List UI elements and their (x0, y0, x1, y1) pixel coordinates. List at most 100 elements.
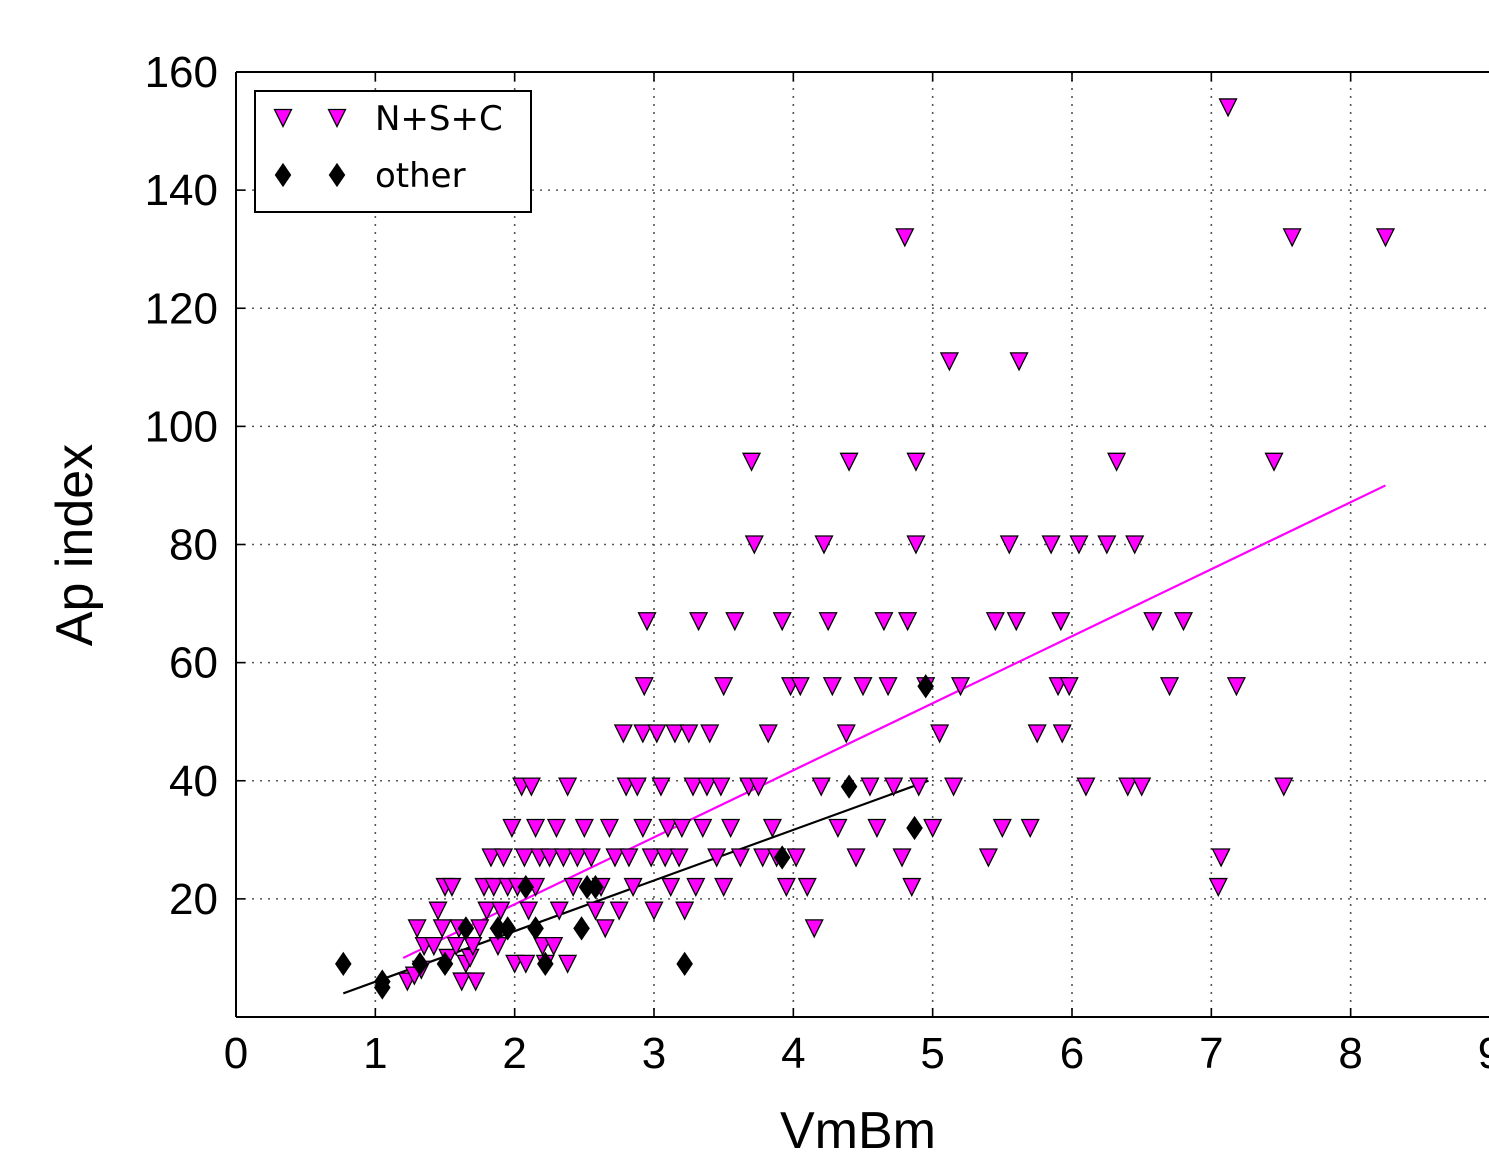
y-tick-label: 160 (145, 48, 218, 97)
point-nsc (1208, 877, 1228, 898)
point-nsc (679, 724, 699, 744)
point-nsc (1059, 677, 1079, 697)
x-tick-label: 6 (1060, 1029, 1084, 1078)
point-nsc (1069, 535, 1089, 555)
point-nsc (558, 954, 578, 974)
x-tick-label: 2 (502, 1029, 526, 1078)
point-nsc (613, 724, 633, 744)
point-nsc (1097, 535, 1117, 555)
point-nsc (790, 677, 810, 697)
point-other (917, 674, 934, 699)
point-nsc (669, 848, 689, 868)
point-nsc (491, 901, 511, 921)
point-nsc (1132, 777, 1152, 797)
point-nsc (853, 677, 873, 697)
point-nsc (985, 612, 1005, 632)
point-nsc (516, 954, 536, 974)
point-other (573, 916, 590, 941)
point-nsc (683, 777, 703, 797)
point-other (840, 774, 858, 799)
point-nsc (493, 848, 514, 868)
point-nsc (1274, 777, 1294, 797)
point-nsc (1282, 228, 1302, 248)
tick-labels: 0 1 2 3 4 5 6 7 8 9 20 40 60 80 100 120 140 160 (145, 48, 1489, 1078)
point-nsc (811, 777, 831, 797)
point-nsc (714, 677, 734, 697)
point-nsc (519, 901, 539, 921)
point-nsc (446, 936, 466, 957)
point-nsc (1041, 535, 1061, 555)
point-nsc (744, 535, 764, 555)
point-nsc (906, 535, 926, 555)
point-nsc (581, 848, 601, 868)
point-nsc (567, 848, 587, 868)
point-nsc (884, 777, 904, 797)
point-nsc (1375, 228, 1396, 248)
point-nsc (762, 818, 782, 838)
point-other (537, 951, 554, 976)
x-axis-label: VmBm (780, 1102, 936, 1153)
point-nsc (797, 877, 817, 898)
legend-label-other: other (375, 156, 466, 196)
point-nsc (502, 818, 522, 838)
point-nsc (539, 848, 560, 868)
point-nsc (1125, 535, 1145, 555)
point-nsc (697, 777, 717, 797)
point-nsc (846, 848, 866, 868)
point-nsc (923, 818, 943, 838)
x-tick-label: 0 (224, 1029, 248, 1078)
point-nsc (1226, 677, 1246, 697)
point-nsc (665, 724, 685, 744)
point-nsc (619, 848, 639, 868)
point-nsc (609, 901, 629, 921)
point-nsc (605, 848, 625, 868)
x-tick-label: 9 (1478, 1029, 1489, 1078)
point-nsc (944, 777, 964, 797)
point-other (499, 916, 516, 941)
point-nsc (1009, 352, 1029, 372)
point-nsc (874, 612, 894, 632)
point-nsc (466, 972, 486, 992)
point-other (436, 951, 454, 976)
point-nsc (978, 848, 998, 868)
point-nsc (1076, 777, 1096, 797)
point-nsc (814, 535, 834, 555)
point-other (374, 975, 391, 1000)
point-nsc (902, 877, 922, 898)
point-nsc (1052, 724, 1072, 744)
point-nsc (999, 535, 1019, 555)
point-nsc (867, 818, 887, 838)
point-nsc (463, 936, 483, 957)
point-nsc (804, 919, 824, 939)
point-nsc (585, 901, 606, 921)
point-nsc (477, 901, 497, 921)
point-nsc (1027, 724, 1047, 744)
point-nsc (595, 919, 615, 939)
x-tick-label: 7 (1199, 1029, 1223, 1078)
point-nsc (634, 677, 654, 697)
point-nsc (514, 848, 534, 868)
y-tick-label: 100 (145, 402, 218, 451)
point-nsc (549, 901, 569, 921)
legend: N+S+C other (254, 90, 532, 213)
point-nsc (1218, 98, 1238, 118)
point-nsc (563, 877, 583, 898)
point-nsc (895, 228, 915, 248)
point-nsc (992, 818, 1012, 838)
point-nsc (661, 877, 681, 898)
y-tick-label: 140 (145, 166, 218, 215)
point-nsc (428, 901, 448, 921)
point-nsc (860, 777, 880, 797)
point-nsc (786, 848, 806, 868)
point-nsc (1006, 612, 1026, 632)
point-nsc (544, 936, 564, 957)
legend-marker-other (274, 162, 292, 188)
point-nsc (407, 919, 427, 939)
point-nsc (633, 818, 653, 838)
point-nsc (758, 724, 778, 744)
point-nsc (906, 452, 926, 472)
point-nsc (672, 818, 692, 838)
point-nsc (599, 818, 619, 838)
point-nsc (432, 919, 452, 939)
point-nsc (1107, 452, 1127, 472)
